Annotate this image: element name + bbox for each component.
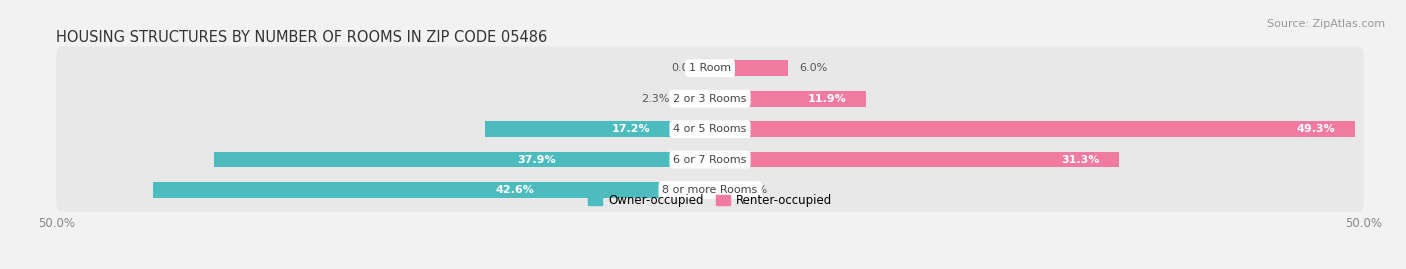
Text: 6 or 7 Rooms: 6 or 7 Rooms — [673, 155, 747, 165]
Text: HOUSING STRUCTURES BY NUMBER OF ROOMS IN ZIP CODE 05486: HOUSING STRUCTURES BY NUMBER OF ROOMS IN… — [56, 30, 547, 45]
Text: 49.3%: 49.3% — [1296, 124, 1336, 134]
Text: 37.9%: 37.9% — [517, 155, 555, 165]
Bar — [710, 182, 730, 198]
Text: 4 or 5 Rooms: 4 or 5 Rooms — [673, 124, 747, 134]
FancyBboxPatch shape — [56, 108, 1364, 151]
Bar — [710, 60, 789, 76]
Legend: Owner-occupied, Renter-occupied: Owner-occupied, Renter-occupied — [583, 190, 837, 212]
Text: 1 Room: 1 Room — [689, 63, 731, 73]
Bar — [153, 182, 710, 198]
FancyBboxPatch shape — [56, 138, 1364, 181]
Bar — [710, 152, 1119, 168]
Text: 0.0%: 0.0% — [671, 63, 700, 73]
Text: 2 or 3 Rooms: 2 or 3 Rooms — [673, 94, 747, 104]
FancyBboxPatch shape — [56, 77, 1364, 120]
Bar — [485, 121, 710, 137]
FancyBboxPatch shape — [56, 168, 1364, 212]
Text: Source: ZipAtlas.com: Source: ZipAtlas.com — [1267, 19, 1385, 29]
Text: 31.3%: 31.3% — [1062, 155, 1099, 165]
Text: 1.5%: 1.5% — [740, 185, 768, 195]
Bar — [215, 152, 710, 168]
Text: 42.6%: 42.6% — [496, 185, 534, 195]
Bar — [681, 91, 710, 107]
Text: 2.3%: 2.3% — [641, 94, 669, 104]
Text: 6.0%: 6.0% — [799, 63, 827, 73]
Bar — [710, 121, 1354, 137]
Bar — [710, 91, 866, 107]
Text: 8 or more Rooms: 8 or more Rooms — [662, 185, 758, 195]
FancyBboxPatch shape — [56, 47, 1364, 90]
Text: 11.9%: 11.9% — [807, 94, 846, 104]
Text: 17.2%: 17.2% — [612, 124, 651, 134]
